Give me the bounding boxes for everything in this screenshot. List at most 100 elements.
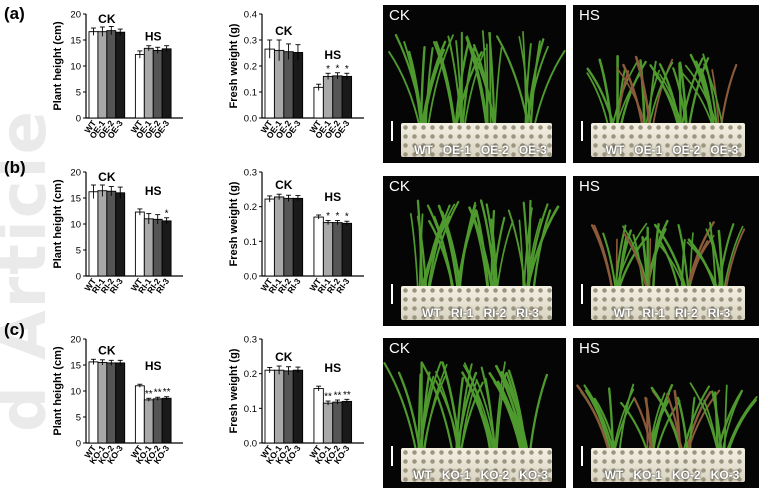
y-tick-label: 0.2 xyxy=(244,202,257,213)
significance-marker: ** xyxy=(324,392,332,403)
genotype-label: RI-1 xyxy=(450,306,474,320)
genotype-label: OE-2 xyxy=(672,143,701,157)
group-label: HS xyxy=(145,359,162,373)
weight-chart-b: Fresh weight (g)0.00.10.20.3WTRI-1RI-2RI… xyxy=(228,168,364,295)
y-tick-label: 0 xyxy=(76,114,81,125)
weight-chart-c: Fresh weight (g)0.00.10.20.3WTKO-1KO-2KO… xyxy=(228,335,364,466)
bar xyxy=(283,197,294,277)
genotype-labels: WT KO-1 KO-2 KO-3 xyxy=(405,468,556,482)
y-tick-label: 0.0 xyxy=(244,114,257,125)
bar xyxy=(115,362,126,444)
seedling-tray xyxy=(591,448,745,482)
y-axis-label: Plant height (cm) xyxy=(52,346,64,436)
bar xyxy=(106,190,117,277)
y-tick-label: 5 xyxy=(76,413,81,424)
bar xyxy=(161,48,172,119)
height-chart-b: Plant height (cm)05101520WTRI-1RI-2RI-3C… xyxy=(52,168,183,295)
significance-marker: * xyxy=(336,63,340,74)
significance-marker: * xyxy=(345,212,349,223)
y-tick-label: 20 xyxy=(70,335,81,346)
genotype-label: OE-3 xyxy=(518,143,547,157)
y-axis-label: Fresh weight (g) xyxy=(228,348,240,433)
y-tick-label: 0.2 xyxy=(244,369,257,380)
seedling-tray xyxy=(591,123,745,157)
seedling-tray xyxy=(591,286,745,320)
significance-marker: ** xyxy=(334,391,342,402)
genotype-labels: WT OE-1 OE-2 OE-3 xyxy=(595,143,749,157)
genotype-label: KO-1 xyxy=(441,468,471,482)
significance-marker: * xyxy=(326,211,330,222)
y-tick-label: 10 xyxy=(70,220,81,231)
bar xyxy=(341,75,353,119)
height-chart-c: Plant height (cm)05101520WTKO-1KO-2KO-3C… xyxy=(52,335,183,466)
photo-title: HS xyxy=(579,340,600,357)
scale-bar xyxy=(391,284,393,304)
bar xyxy=(152,398,163,444)
bar xyxy=(264,48,275,119)
genotype-label: RI-3 xyxy=(516,306,539,320)
bar xyxy=(97,190,108,277)
genotype-label: WT xyxy=(613,306,633,320)
y-tick-label: 0 xyxy=(76,272,81,283)
genotype-label: WT xyxy=(414,143,433,157)
y-tick-label: 0.3 xyxy=(244,168,257,179)
group-label: CK xyxy=(275,178,293,192)
watermark-text: d Article xyxy=(0,109,54,432)
genotype-labels: WT RI-1 RI-2 RI-3 xyxy=(405,306,556,320)
group-label: CK xyxy=(275,350,293,364)
bar xyxy=(161,220,172,277)
y-tick-label: 0.2 xyxy=(244,62,257,73)
panel-label-b: (b) xyxy=(4,158,26,177)
genotype-label: KO-1 xyxy=(633,468,662,482)
bar xyxy=(322,222,334,277)
photo-title: CK xyxy=(389,178,410,195)
bar xyxy=(97,31,108,119)
group-label: HS xyxy=(324,48,341,62)
bar xyxy=(106,362,117,444)
article-watermark: d Article xyxy=(0,0,54,495)
bar xyxy=(273,196,285,277)
group-label: CK xyxy=(98,12,116,26)
bar xyxy=(341,400,353,444)
bar xyxy=(115,192,126,277)
bar xyxy=(313,86,324,119)
panel-label-c: (c) xyxy=(4,320,25,339)
bar xyxy=(322,402,334,444)
bar xyxy=(292,197,304,277)
genotype-labels: WT RI-1 RI-2 RI-3 xyxy=(595,306,749,320)
genotype-label: WT xyxy=(413,468,432,482)
bar xyxy=(152,218,163,277)
y-tick-label: 0.1 xyxy=(244,237,257,248)
bar xyxy=(332,75,343,119)
genotype-label: KO-2 xyxy=(671,468,701,482)
photo-title: CK xyxy=(389,340,410,357)
group-label: HS xyxy=(324,361,341,375)
significance-marker: * xyxy=(326,64,330,75)
genotype-labels: WT OE-1 OE-2 OE-3 xyxy=(405,143,556,157)
bar xyxy=(313,388,324,444)
bar xyxy=(292,52,304,119)
bar xyxy=(161,397,172,444)
seedling-tray xyxy=(401,448,552,482)
photo-title: HS xyxy=(579,178,600,195)
genotype-label: OE-1 xyxy=(442,143,471,157)
group-label: HS xyxy=(145,30,162,44)
genotype-label: RI-2 xyxy=(674,306,698,320)
photo-ck-a: CK WT OE-1 OE-2 OE-3 xyxy=(383,5,566,163)
bar xyxy=(143,218,154,277)
scale-bar xyxy=(581,121,583,141)
genotype-label: KO-3 xyxy=(710,468,740,482)
genotype-label: RI-1 xyxy=(642,306,665,320)
y-tick-label: 15 xyxy=(70,361,81,372)
genotype-label: OE-1 xyxy=(634,143,663,157)
y-tick-label: 5 xyxy=(76,246,81,257)
y-tick-label: 0.0 xyxy=(244,272,257,283)
group-label: HS xyxy=(324,190,341,204)
significance-marker: ** xyxy=(145,389,153,400)
y-tick-label: 20 xyxy=(70,168,81,179)
y-axis-label: Plant height (cm) xyxy=(52,179,64,269)
bar xyxy=(292,369,304,444)
bar xyxy=(115,31,126,119)
genotype-label: RI-3 xyxy=(707,306,731,320)
bar xyxy=(332,222,343,277)
